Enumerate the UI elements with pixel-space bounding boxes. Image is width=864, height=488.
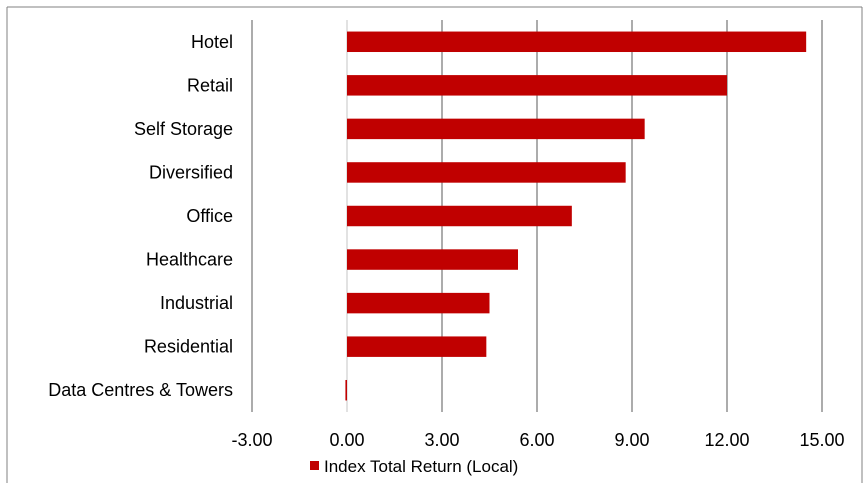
category-labels: Hotel Retail Self Storage Diversified Office… — [48, 32, 233, 400]
bar — [347, 249, 518, 270]
x-tick-label: -3.00 — [231, 430, 272, 450]
bar — [347, 336, 487, 357]
bar — [347, 205, 572, 227]
x-tick-label: 9.00 — [614, 430, 649, 450]
bar — [347, 292, 490, 314]
chart-border — [6, 6, 863, 483]
legend-swatch — [310, 461, 319, 470]
legend: Index Total Return (Local) — [310, 457, 518, 476]
category-label: Diversified — [149, 162, 233, 182]
x-tick-label: 0.00 — [329, 430, 364, 450]
x-tick-label: 6.00 — [519, 430, 554, 450]
category-label: Residential — [144, 337, 233, 357]
bar — [345, 379, 347, 401]
bar — [347, 118, 645, 140]
bars — [345, 31, 807, 401]
x-tick-labels: -3.00 0.00 3.00 6.00 9.00 12.00 15.00 — [231, 430, 844, 450]
bar — [347, 75, 727, 96]
bar — [347, 162, 626, 183]
x-tick-label: 12.00 — [704, 430, 749, 450]
category-label: Office — [186, 206, 233, 226]
category-label: Hotel — [191, 32, 233, 52]
legend-label: Index Total Return (Local) — [324, 457, 518, 476]
category-label: Industrial — [160, 293, 233, 313]
x-tick-label: 3.00 — [424, 430, 459, 450]
category-label: Healthcare — [146, 250, 233, 270]
bar — [347, 31, 807, 53]
x-tick-label: 15.00 — [799, 430, 844, 450]
category-label: Self Storage — [134, 119, 233, 139]
category-label: Data Centres & Towers — [48, 380, 233, 400]
category-label: Retail — [187, 75, 233, 95]
